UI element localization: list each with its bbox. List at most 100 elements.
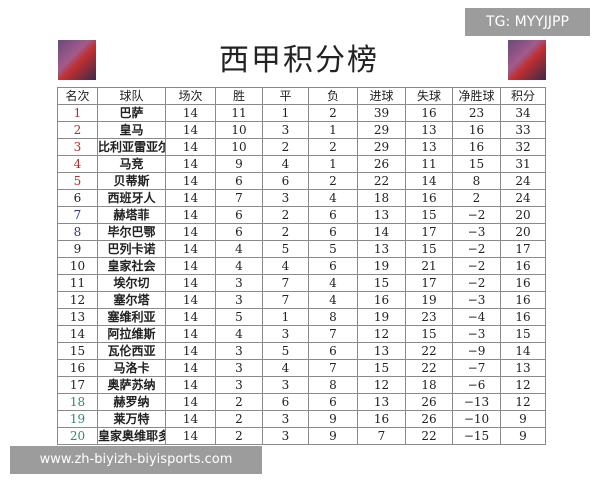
rank-cell: 19	[57, 410, 98, 428]
goals-against-cell: 15	[405, 240, 453, 258]
column-header: 积分	[500, 87, 546, 105]
points-cell: 15	[500, 325, 546, 343]
drawn-cell: 3	[262, 189, 309, 207]
won-cell: 4	[215, 240, 263, 258]
won-cell: 7	[215, 189, 263, 207]
played-cell: 14	[165, 342, 216, 360]
goal-diff-cell: 16	[452, 121, 501, 139]
goal-diff-cell: 16	[452, 138, 501, 156]
goals-for-cell: 12	[357, 325, 406, 343]
rank-cell: 3	[57, 138, 98, 156]
won-cell: 10	[215, 121, 263, 139]
points-cell: 9	[500, 410, 546, 428]
won-cell: 9	[215, 155, 263, 173]
won-cell: 6	[215, 206, 263, 224]
won-cell: 2	[215, 427, 263, 445]
lost-cell: 9	[308, 410, 358, 428]
won-cell: 6	[215, 223, 263, 241]
table-row: 3 比利亚雷亚尔 14 10 2 2 29 13 16 32	[57, 138, 546, 156]
team-cell: 塞维利亚	[97, 308, 166, 326]
lost-cell: 6	[308, 223, 358, 241]
column-header: 球队	[97, 87, 166, 105]
team-cell: 巴列卡诺	[97, 240, 166, 258]
column-header: 净胜球	[452, 87, 501, 105]
goals-for-cell: 19	[357, 257, 406, 275]
played-cell: 14	[165, 138, 216, 156]
drawn-cell: 7	[262, 291, 309, 309]
goals-against-cell: 23	[405, 308, 453, 326]
won-cell: 2	[215, 410, 263, 428]
column-header: 进球	[357, 87, 406, 105]
goals-for-cell: 26	[357, 155, 406, 173]
team-cell: 赫塔菲	[97, 206, 166, 224]
lost-cell: 4	[308, 189, 358, 207]
rank-cell: 1	[57, 104, 98, 122]
drawn-cell: 1	[262, 104, 309, 122]
goal-diff-cell: −3	[452, 223, 501, 241]
drawn-cell: 2	[262, 206, 309, 224]
table-row: 14 阿拉维斯 14 4 3 7 12 15 −3 15	[57, 325, 546, 343]
player-photo-right	[507, 40, 546, 80]
table-row: 15 瓦伦西亚 14 3 5 6 13 22 −9 14	[57, 342, 546, 360]
table-row: 4 马竞 14 9 4 1 26 11 15 31	[57, 155, 546, 173]
goals-for-cell: 19	[357, 308, 406, 326]
goals-against-cell: 26	[405, 410, 453, 428]
goals-against-cell: 22	[405, 359, 453, 377]
lost-cell: 8	[308, 308, 358, 326]
team-cell: 皇马	[97, 121, 166, 139]
drawn-cell: 3	[262, 376, 309, 394]
goals-against-cell: 19	[405, 291, 453, 309]
player-photo-left	[57, 40, 96, 80]
url-overlay: www.zh-biyizh-biyisports.com	[10, 446, 262, 474]
won-cell: 3	[215, 274, 263, 292]
page-title: 西甲积分榜	[219, 43, 379, 78]
goals-for-cell: 7	[357, 427, 406, 445]
lost-cell: 7	[308, 325, 358, 343]
lost-cell: 6	[308, 206, 358, 224]
team-cell: 赫罗纳	[97, 393, 166, 411]
goal-diff-cell: −9	[452, 342, 501, 360]
points-cell: 33	[500, 121, 546, 139]
played-cell: 14	[165, 155, 216, 173]
goals-for-cell: 39	[357, 104, 406, 122]
played-cell: 14	[165, 359, 216, 377]
drawn-cell: 2	[262, 138, 309, 156]
points-cell: 31	[500, 155, 546, 173]
goals-against-cell: 15	[405, 206, 453, 224]
rank-cell: 9	[57, 240, 98, 258]
drawn-cell: 3	[262, 121, 309, 139]
points-cell: 9	[500, 427, 546, 445]
goals-for-cell: 14	[357, 223, 406, 241]
team-cell: 毕尔巴鄂	[97, 223, 166, 241]
points-cell: 32	[500, 138, 546, 156]
table-row: 6 西班牙人 14 7 3 4 18 16 2 24	[57, 189, 546, 207]
team-cell: 皇家社会	[97, 257, 166, 275]
lost-cell: 7	[308, 359, 358, 377]
column-header: 负	[308, 87, 358, 105]
title-row: 西甲积分榜	[57, 40, 546, 88]
lost-cell: 1	[308, 121, 358, 139]
goals-for-cell: 13	[357, 393, 406, 411]
drawn-cell: 6	[262, 172, 309, 190]
column-header: 名次	[57, 87, 98, 105]
goal-diff-cell: 23	[452, 104, 501, 122]
played-cell: 14	[165, 189, 216, 207]
won-cell: 3	[215, 359, 263, 377]
played-cell: 14	[165, 410, 216, 428]
points-cell: 20	[500, 223, 546, 241]
drawn-cell: 3	[262, 325, 309, 343]
drawn-cell: 4	[262, 257, 309, 275]
goal-diff-cell: −2	[452, 274, 501, 292]
team-cell: 马洛卡	[97, 359, 166, 377]
rank-cell: 15	[57, 342, 98, 360]
table-row: 10 皇家社会 14 4 4 6 19 21 −2 16	[57, 257, 546, 275]
team-cell: 奥萨苏纳	[97, 376, 166, 394]
points-cell: 13	[500, 359, 546, 377]
played-cell: 14	[165, 427, 216, 445]
won-cell: 10	[215, 138, 263, 156]
goals-against-cell: 22	[405, 427, 453, 445]
rank-cell: 8	[57, 223, 98, 241]
rank-cell: 5	[57, 172, 98, 190]
goal-diff-cell: −3	[452, 325, 501, 343]
drawn-cell: 1	[262, 308, 309, 326]
